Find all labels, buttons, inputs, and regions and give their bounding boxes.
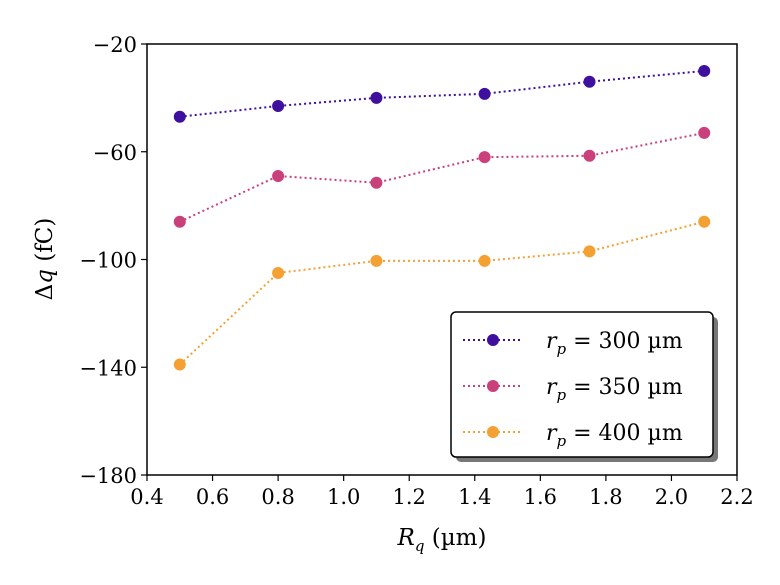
series-3	[173, 215, 711, 371]
series-2	[173, 126, 711, 228]
y-tick-label: −180	[79, 464, 137, 488]
data-point	[272, 99, 285, 112]
legend-marker	[487, 426, 499, 438]
x-tick-label: 1.8	[589, 485, 622, 509]
x-tick-label: 1.4	[458, 485, 491, 509]
data-point	[173, 110, 186, 123]
legend-items: rp = 300 µm rp = 350 µm rp = 400 µm	[463, 329, 683, 450]
data-point	[698, 215, 711, 228]
x-tick-label: 0.6	[196, 485, 229, 509]
data-point	[478, 151, 491, 164]
x-tick-label: 1.2	[393, 485, 426, 509]
x-axis-label: Rq (µm)	[397, 525, 487, 555]
x-tick-label: 0.4	[130, 485, 163, 509]
series-1	[173, 64, 711, 123]
legend-marker	[487, 380, 499, 392]
legend-box	[450, 311, 714, 458]
data-point	[583, 149, 596, 162]
legend-marker	[487, 334, 499, 346]
y-axis-label: Δq (fC)	[32, 218, 58, 301]
x-tick-label: 2.2	[720, 485, 753, 509]
legend-entry-1: rp = 300 µm	[463, 329, 683, 358]
data-point	[272, 169, 285, 182]
data-point	[583, 75, 596, 88]
legend-entry-3: rp = 400 µm	[463, 421, 683, 450]
y-tick-label: −20	[93, 33, 137, 57]
legend: rp = 300 µm rp = 350 µm rp = 400 µm	[450, 311, 718, 462]
data-point	[173, 215, 186, 228]
series-line	[179, 131, 705, 223]
data-point	[478, 254, 491, 267]
x-tick-label: 1.6	[524, 485, 557, 509]
x-axis-ticks: 0.4 0.6 0.8 1.0 1.2 1.4 1.6 1.8 2.0 2.2	[130, 475, 754, 509]
legend-label: rp = 400 µm	[546, 421, 683, 450]
data-point	[698, 126, 711, 139]
legend-label: rp = 350 µm	[546, 375, 683, 404]
x-tick-label: 0.8	[261, 485, 294, 509]
data-point	[698, 64, 711, 77]
y-tick-label: −100	[79, 249, 137, 273]
data-point	[583, 245, 596, 258]
x-tick-label: 2.0	[655, 485, 688, 509]
y-tick-label: −60	[93, 141, 137, 165]
data-point	[370, 176, 383, 189]
y-axis-ticks: −20 −60 −100 −140 −180	[79, 33, 147, 488]
data-point	[272, 266, 285, 279]
y-tick-label: −140	[79, 356, 137, 380]
data-point	[370, 91, 383, 104]
series-layer	[173, 64, 711, 371]
x-tick-label: 1.0	[327, 485, 360, 509]
series-line	[179, 220, 705, 366]
data-point	[173, 358, 186, 371]
data-point	[370, 254, 383, 267]
data-point	[478, 87, 491, 100]
legend-entry-2: rp = 350 µm	[463, 375, 683, 404]
legend-label: rp = 300 µm	[546, 329, 683, 358]
series-line	[179, 69, 705, 118]
